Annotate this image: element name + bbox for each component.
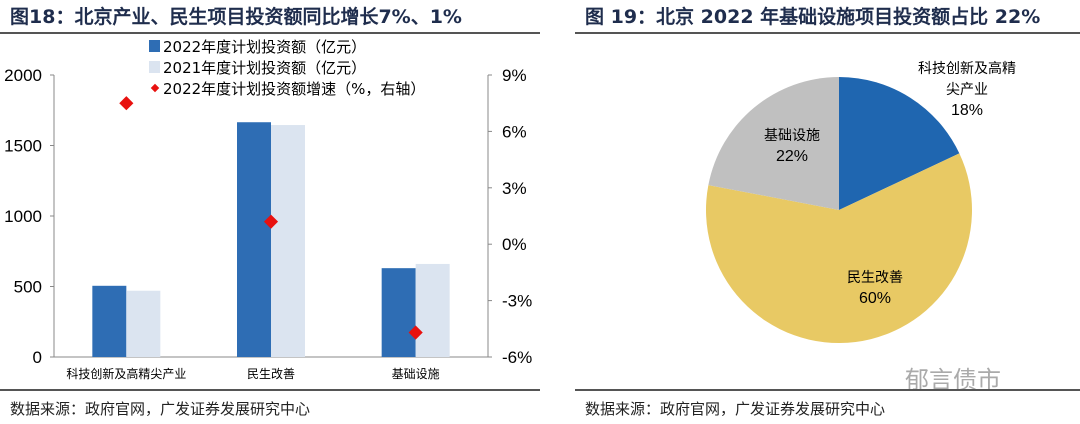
legend-label: 2022年度计划投资额增速（%，右轴） bbox=[163, 80, 425, 98]
y-tick-label: 1000 bbox=[4, 207, 42, 226]
legend-swatch bbox=[150, 83, 160, 93]
bar-chart: 0 500 1000 1500 2000 -6% -3% 0% 3% 6% 9% 科技创新及高精尖产业… bbox=[4, 38, 532, 381]
title-divider bbox=[0, 32, 540, 34]
y-tick-label: 2000 bbox=[4, 66, 42, 85]
pie-slice bbox=[839, 77, 960, 210]
category-label: 民生改善 bbox=[247, 366, 295, 381]
y2-tick-label: 0% bbox=[502, 235, 527, 254]
slice-value: 22% bbox=[776, 148, 808, 165]
bar-chart-panel: 图18：北京产业、民生项目投资额同比增长7%、1% 0 500 1000 1500 20… bbox=[0, 6, 540, 418]
bar-2022 bbox=[237, 122, 271, 357]
y2-tick-label: 6% bbox=[502, 122, 527, 141]
bar-2022 bbox=[381, 268, 416, 357]
y2-tick-label: 9% bbox=[502, 66, 527, 85]
pie-slice bbox=[706, 153, 972, 343]
slice-value: 18% bbox=[951, 102, 983, 119]
slice-label: 科技创新及高精 bbox=[918, 60, 1016, 77]
category-label: 基础设施 bbox=[392, 367, 440, 381]
legend-swatch bbox=[149, 61, 160, 73]
growth-point bbox=[408, 325, 423, 340]
pie-chart-panel: 图 19：北京 2022 年基础设施项目投资额占比 22% 科技创新及高精 尖产业… bbox=[575, 0, 1080, 424]
y-tick-label: 1500 bbox=[4, 137, 42, 156]
bar-2022 bbox=[92, 285, 127, 357]
source-note: 数据来源：政府官网，广发证券发展研究中心 bbox=[10, 400, 311, 418]
legend-label: 2021年度计划投资额（亿元） bbox=[163, 59, 366, 77]
pie-chart: 科技创新及高精尖产业 18% 民生改善 60% 基础设施 22% bbox=[706, 60, 1016, 343]
y2-tick-label: 3% bbox=[502, 179, 527, 198]
slice-label: 民生改善 bbox=[847, 270, 903, 286]
slice-value: 60% bbox=[859, 290, 891, 307]
source-note: 数据来源：政府官网，广发证券发展研究中心 bbox=[585, 400, 886, 418]
bar-2021 bbox=[415, 263, 450, 357]
legend-label: 2022年度计划投资额（亿元） bbox=[163, 38, 366, 56]
y-tick-label: 500 bbox=[14, 278, 42, 297]
category-label: 科技创新及高精尖产业 bbox=[66, 366, 186, 381]
pie-slice bbox=[708, 77, 839, 210]
growth-point bbox=[263, 214, 279, 229]
title-divider bbox=[575, 32, 1080, 34]
legend-swatch bbox=[149, 40, 160, 52]
chart-title: 图18：北京产业、民生项目投资额同比增长7%、1% bbox=[10, 6, 462, 28]
footer-divider bbox=[575, 389, 1080, 391]
slice-label: 基础设施 bbox=[764, 127, 820, 144]
chart-title: 图 19：北京 2022 年基础设施项目投资额占比 22% bbox=[585, 6, 1041, 28]
bar-2021 bbox=[271, 125, 305, 358]
bar-2021 bbox=[126, 290, 161, 357]
slice-label: 尖产业 bbox=[946, 82, 988, 98]
growth-point bbox=[119, 96, 134, 111]
y2-tick-label: -6% bbox=[502, 348, 532, 367]
footer-divider bbox=[0, 389, 540, 391]
y-tick-label: 0 bbox=[33, 348, 42, 367]
y2-tick-label: -3% bbox=[502, 292, 532, 311]
